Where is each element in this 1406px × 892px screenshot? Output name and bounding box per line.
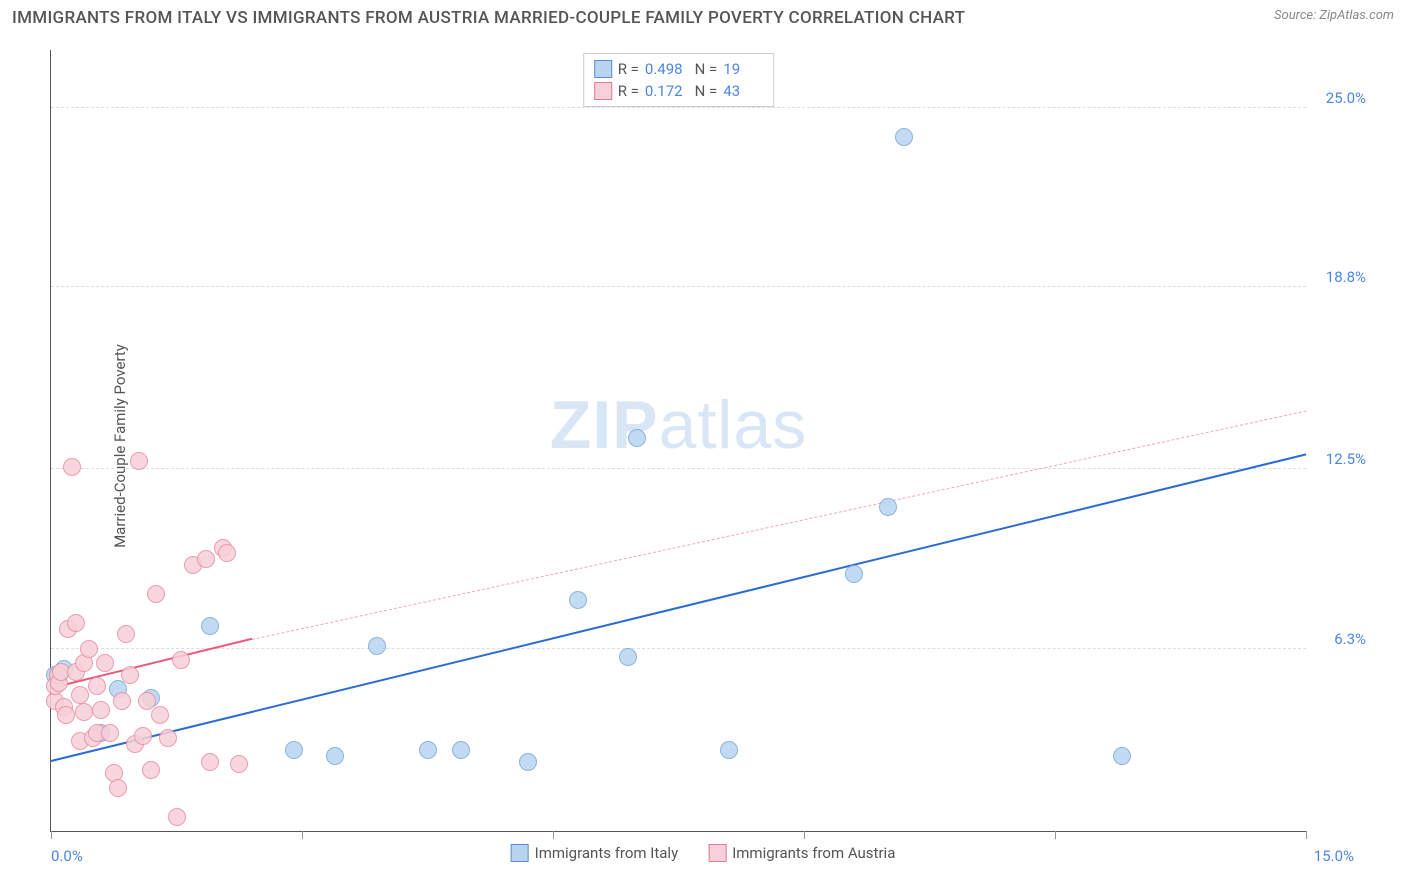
data-point bbox=[134, 727, 152, 745]
data-point bbox=[519, 753, 537, 771]
data-point bbox=[71, 686, 89, 704]
data-point bbox=[230, 755, 248, 773]
x-tick bbox=[1306, 831, 1307, 839]
x-tick bbox=[804, 831, 805, 839]
n-label: N = bbox=[691, 80, 717, 102]
data-point bbox=[113, 692, 131, 710]
x-tick-label-max: 15.0% bbox=[1314, 847, 1354, 865]
gridline bbox=[51, 468, 1306, 469]
data-point bbox=[172, 651, 190, 669]
y-tick-label: 12.5% bbox=[1326, 450, 1366, 468]
legend-row-austria: R = 0.172 N = 43 bbox=[594, 80, 764, 102]
data-point bbox=[201, 753, 219, 771]
data-point bbox=[452, 741, 470, 759]
series-label-italy: Immigrants from Italy bbox=[535, 844, 679, 862]
x-tick bbox=[51, 831, 52, 839]
data-point bbox=[419, 741, 437, 759]
data-point bbox=[619, 648, 637, 666]
data-point bbox=[168, 808, 186, 826]
data-point bbox=[109, 779, 127, 797]
data-point bbox=[147, 585, 165, 603]
legend-item-austria: Immigrants from Austria bbox=[708, 844, 895, 862]
swatch-austria bbox=[594, 82, 612, 100]
x-tick bbox=[302, 831, 303, 839]
r-label: R = bbox=[618, 80, 639, 102]
trend-line bbox=[51, 453, 1306, 762]
data-point bbox=[201, 617, 219, 635]
legend-row-italy: R = 0.498 N = 19 bbox=[594, 58, 764, 80]
data-point bbox=[80, 640, 98, 658]
data-point bbox=[326, 747, 344, 765]
gridline bbox=[51, 648, 1306, 649]
swatch-austria bbox=[708, 844, 726, 862]
data-point bbox=[159, 729, 177, 747]
data-point bbox=[879, 498, 897, 516]
data-point bbox=[142, 761, 160, 779]
data-point bbox=[88, 677, 106, 695]
data-point bbox=[67, 614, 85, 632]
data-point bbox=[285, 741, 303, 759]
gridline bbox=[51, 107, 1306, 108]
swatch-italy bbox=[511, 844, 529, 862]
data-point bbox=[720, 741, 738, 759]
data-point bbox=[63, 458, 81, 476]
data-point bbox=[1113, 747, 1131, 765]
data-point bbox=[368, 637, 386, 655]
y-tick-label: 25.0% bbox=[1326, 89, 1366, 107]
trend-line bbox=[252, 411, 1306, 640]
r-label: R = bbox=[618, 58, 639, 80]
data-point bbox=[92, 701, 110, 719]
data-point bbox=[895, 128, 913, 146]
watermark-text: ZIPatlas bbox=[550, 386, 807, 464]
x-tick bbox=[1055, 831, 1056, 839]
scatter-chart: ZIPatlas R = 0.498 N = 19 R = 0.172 N = … bbox=[50, 50, 1306, 832]
n-value-italy: 19 bbox=[723, 58, 763, 80]
data-point bbox=[197, 550, 215, 568]
data-point bbox=[117, 625, 135, 643]
data-point bbox=[130, 452, 148, 470]
legend-item-italy: Immigrants from Italy bbox=[511, 844, 679, 862]
data-point bbox=[75, 703, 93, 721]
data-point bbox=[569, 591, 587, 609]
series-legend: Immigrants from Italy Immigrants from Au… bbox=[511, 844, 896, 862]
y-tick-label: 6.3% bbox=[1334, 630, 1366, 648]
source-attribution: Source: ZipAtlas.com bbox=[1274, 8, 1394, 23]
swatch-italy bbox=[594, 60, 612, 78]
series-label-austria: Immigrants from Austria bbox=[732, 844, 895, 862]
chart-title: IMMIGRANTS FROM ITALY VS IMMIGRANTS FROM… bbox=[12, 8, 965, 28]
data-point bbox=[151, 706, 169, 724]
data-point bbox=[845, 565, 863, 583]
x-tick bbox=[553, 831, 554, 839]
r-value-austria: 0.172 bbox=[645, 80, 685, 102]
data-point bbox=[218, 544, 236, 562]
n-value-austria: 43 bbox=[723, 80, 763, 102]
correlation-legend: R = 0.498 N = 19 R = 0.172 N = 43 bbox=[583, 53, 775, 107]
data-point bbox=[101, 724, 119, 742]
data-point bbox=[96, 654, 114, 672]
y-tick-label: 18.8% bbox=[1326, 268, 1366, 286]
data-point bbox=[57, 706, 75, 724]
data-point bbox=[628, 429, 646, 447]
header-row: IMMIGRANTS FROM ITALY VS IMMIGRANTS FROM… bbox=[0, 0, 1406, 28]
data-point bbox=[121, 666, 139, 684]
r-value-italy: 0.498 bbox=[645, 58, 685, 80]
gridline bbox=[51, 286, 1306, 287]
n-label: N = bbox=[691, 58, 717, 80]
x-tick-label-min: 0.0% bbox=[51, 847, 83, 865]
